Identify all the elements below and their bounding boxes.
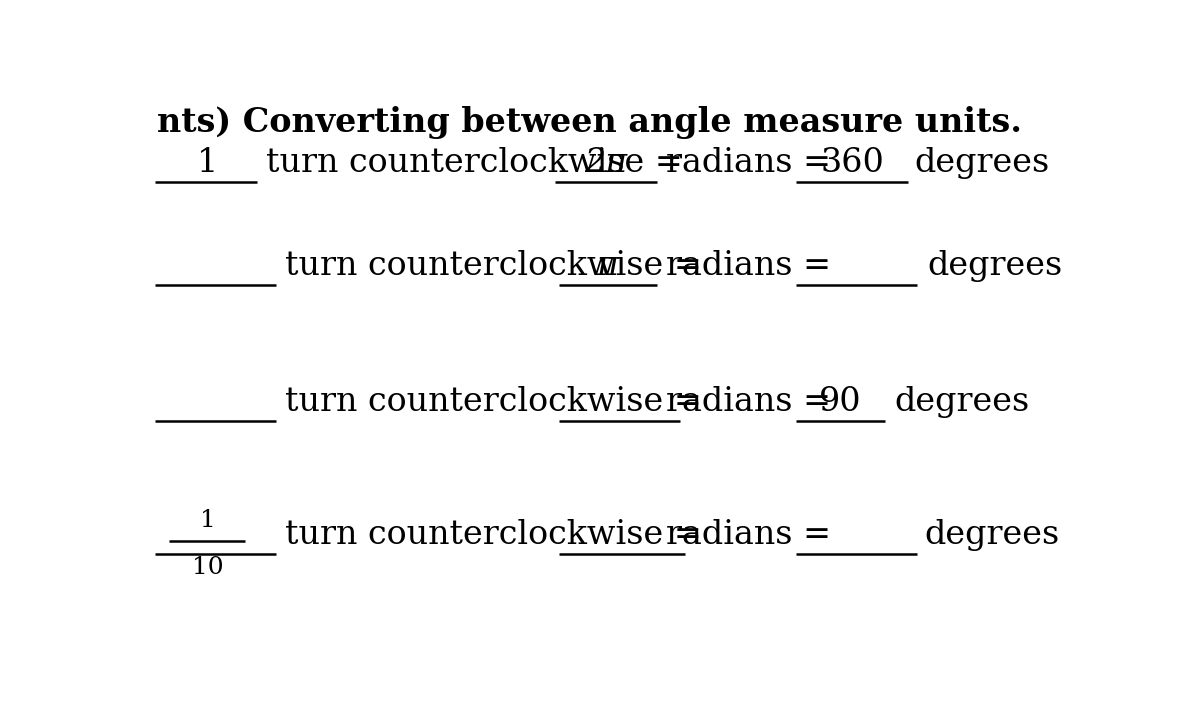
Text: radians =: radians = [666, 519, 832, 551]
Text: nts) Converting between angle measure units.: nts) Converting between angle measure un… [157, 106, 1022, 139]
Text: 90: 90 [818, 386, 862, 418]
Text: turn counterclockwise =: turn counterclockwise = [284, 250, 702, 282]
Text: π: π [596, 250, 618, 282]
Text: 2π: 2π [584, 148, 628, 179]
Text: radians =: radians = [666, 250, 832, 282]
Text: turn counterclockwise =: turn counterclockwise = [284, 386, 702, 418]
Text: radians =: radians = [666, 386, 832, 418]
Text: 1: 1 [197, 148, 218, 179]
Text: degrees: degrees [894, 386, 1030, 418]
Text: radians =: radians = [666, 148, 832, 179]
Text: degrees: degrees [925, 519, 1060, 551]
Text: degrees: degrees [914, 148, 1050, 179]
Text: 10: 10 [192, 556, 223, 579]
Text: turn counterclockwise =: turn counterclockwise = [284, 519, 702, 551]
Text: turn counterclockwise =: turn counterclockwise = [266, 148, 683, 179]
Text: 360: 360 [821, 148, 884, 179]
Text: 1: 1 [199, 509, 216, 532]
Text: degrees: degrees [928, 250, 1063, 282]
